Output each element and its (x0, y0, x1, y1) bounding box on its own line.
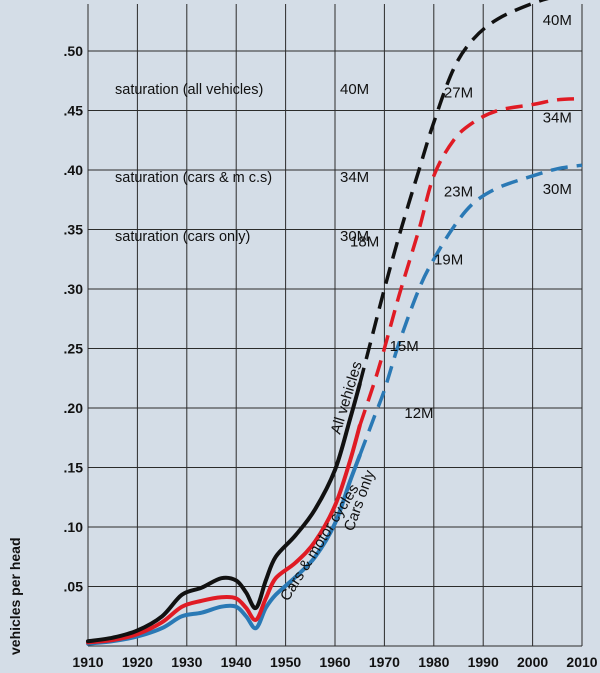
grid (87, 4, 583, 647)
series-line-all-vehicles-actual (86, 382, 362, 644)
saturation-value-cars-only: 30M (340, 228, 369, 245)
x-tick-label: 1940 (221, 654, 252, 670)
y-tick-labels: .05.10.15.20.25.30.35.40.45.50.55.60 (64, 43, 84, 595)
y-tick-label: .30 (64, 281, 84, 297)
x-tick-label: 1910 (72, 654, 103, 670)
series-line-cars-motor-cycles-projected (358, 96, 583, 427)
annotation-label: 19M (434, 251, 463, 268)
y-tick-label: .15 (64, 460, 84, 476)
x-tick-label: 1970 (369, 654, 400, 670)
annotation-label: 18M (350, 233, 379, 250)
x-tick-label: 1990 (468, 654, 499, 670)
annotation-label: 30M (543, 181, 572, 198)
y-tick-label: .10 (64, 519, 84, 535)
annotation-label: 34M (543, 110, 572, 127)
y-tick-label: .50 (64, 43, 84, 59)
saturation-label-cars-only: saturation (cars only) (115, 229, 250, 245)
annotation-label: 12M (404, 405, 433, 422)
saturation-value-all-vehicles: 40M (340, 81, 369, 98)
saturation-label-cars-mcs: saturation (cars & m c.s) (115, 170, 272, 186)
y-tick-label: .25 (64, 341, 84, 357)
x-tick-label: 1920 (122, 654, 153, 670)
y-tick-label: .45 (64, 103, 84, 119)
y-tick-label: .40 (64, 162, 84, 178)
x-tick-label: 1980 (418, 654, 449, 670)
series-line-cars-only-actual (86, 453, 362, 646)
y-tick-label: .20 (64, 400, 84, 416)
annotation-label: 40M (543, 12, 572, 29)
series-line-cars-motor-cycles-actual (86, 423, 362, 645)
x-tick-label: 1960 (319, 654, 350, 670)
x-tick-label: 1930 (171, 654, 202, 670)
saturation-label-all-vehicles: saturation (all vehicles) (115, 82, 263, 98)
x-tick-labels: 1910 1920 1930 1940 1950 1960 1970 1980 1990 2000… (72, 654, 597, 670)
y-axis-title: vehicles per head (7, 537, 23, 655)
annotation-label: 27M (444, 85, 473, 102)
x-tick-label: 2000 (517, 654, 548, 670)
annotation-label: 15M (390, 338, 419, 355)
y-tick-label: .35 (64, 222, 84, 238)
saturation-labels: saturation (all vehicles) 40M saturation… (115, 81, 369, 245)
x-tick-label: 1950 (270, 654, 301, 670)
x-tick-label: 2010 (566, 654, 597, 670)
series-layer (86, 0, 583, 646)
annotations: 40M 34M 30M 27M 23M 19M 18M 15M 12M (350, 12, 572, 422)
annotation-label: 23M (444, 183, 473, 200)
series-line-all-vehicles-projected (358, 0, 549, 385)
saturation-value-cars-mcs: 34M (340, 169, 369, 186)
series-line-cars-only-projected (358, 163, 583, 457)
y-tick-label: .05 (64, 579, 84, 595)
